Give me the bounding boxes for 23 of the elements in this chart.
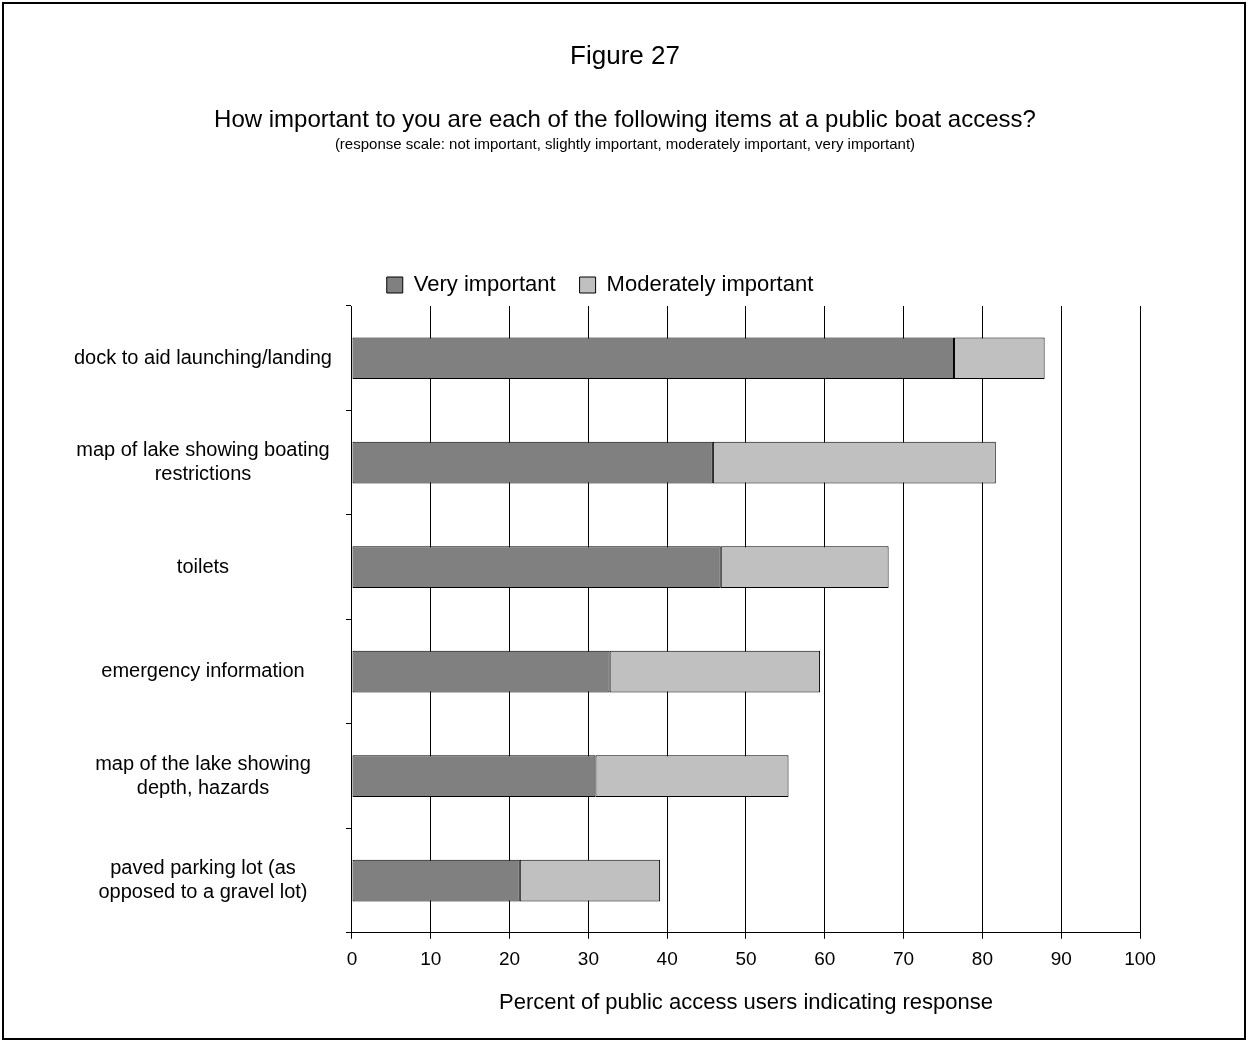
x-tick-label: 50 bbox=[735, 948, 757, 970]
x-tick-label: 80 bbox=[971, 948, 993, 970]
caption: Figure 27 bbox=[569, 40, 681, 71]
x-axis-title: Percent of public access users indicating response bbox=[498, 988, 994, 1014]
x-tick-label: 0 bbox=[346, 948, 358, 970]
x-tick-label: 60 bbox=[814, 948, 836, 970]
y-tick-label: dock to aid launching/landing bbox=[74, 345, 332, 368]
chart-subtitle: (response scale: not important, slightly important, moderately important, very important) bbox=[333, 135, 917, 152]
y-tick-label: toilets bbox=[176, 554, 230, 577]
x-tick-label: 100 bbox=[1124, 948, 1156, 970]
x-tick-label: 90 bbox=[1050, 948, 1072, 970]
x-tick-label: 70 bbox=[893, 948, 915, 970]
y-tick-label: emergency information bbox=[101, 659, 305, 682]
legend-label: Moderately important bbox=[606, 271, 814, 297]
chart-title: How important to you are each of the following items at a public boat access? bbox=[213, 105, 1037, 133]
y-tick-label: paved parking lot (as opposed to a gravel lot) bbox=[98, 856, 308, 903]
legend-label: Very important bbox=[413, 271, 556, 297]
y-tick-label: map of lake showing boating restrictions bbox=[76, 438, 330, 485]
y-tick-label: map of the lake showing depth, hazards bbox=[95, 751, 311, 798]
x-tick-label: 30 bbox=[577, 948, 599, 970]
x-tick-label: 10 bbox=[420, 948, 442, 970]
x-tick-label: 20 bbox=[499, 948, 521, 970]
x-tick-label: 40 bbox=[656, 948, 678, 970]
